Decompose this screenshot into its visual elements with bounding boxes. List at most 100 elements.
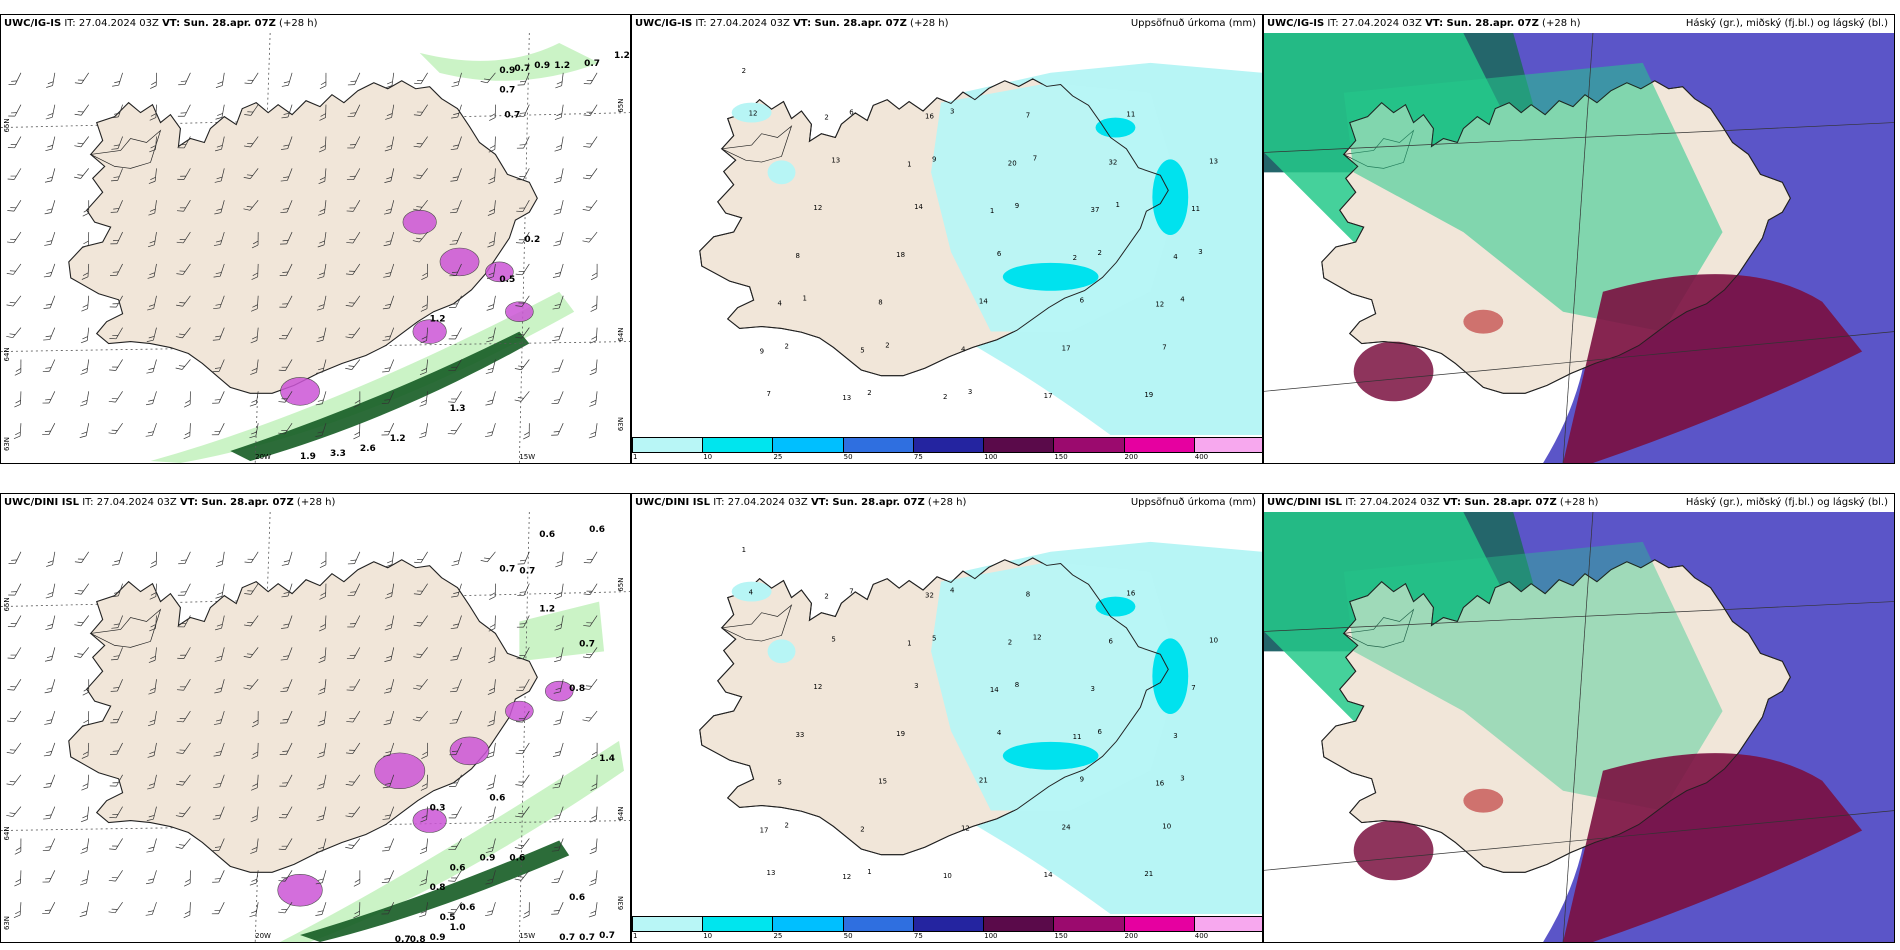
precip-value-label: 17	[1044, 392, 1053, 400]
precip-value-label: 17	[760, 826, 769, 834]
wind-value-label: 1.2	[614, 51, 630, 61]
colorbar-swatch	[772, 437, 844, 453]
colorbar-swatch	[1053, 437, 1125, 453]
precip-value-label: 2	[860, 825, 864, 833]
precip-value-label: 4	[1173, 253, 1178, 261]
wind-value-label: 0.7	[579, 933, 595, 942]
precip-value-label: 5	[778, 779, 782, 787]
precip-value-label: 37	[1091, 206, 1100, 214]
wind-value-label: 0.6	[539, 530, 555, 540]
precip-value-label: 3	[1180, 775, 1184, 783]
precip-value-label: 2	[785, 342, 789, 350]
precip-value-label: 2	[943, 393, 947, 401]
panel-header: UWC/DINI ISL IT: 27.04.2024 03Z VT: Sun.…	[632, 494, 1262, 512]
precip-value-label: 1	[907, 639, 911, 647]
precip-value-label: 3	[968, 388, 972, 396]
colorbar-swatch	[772, 916, 844, 932]
precip-value-label: 14	[979, 298, 988, 306]
wind-map[interactable]: 65N 65N 64N 64N 63N 63N 20W 15W 0.9 0.7 0.9 1.2 0.7 1…	[1, 33, 630, 463]
wind-value-label: 1.2	[554, 61, 570, 71]
wind-value-label: 1.9	[300, 452, 316, 462]
wind-value-label: 0.7	[579, 639, 595, 649]
precip-value-label: 11	[1191, 205, 1200, 213]
precip-value-label: 4	[997, 729, 1002, 737]
lon-label: 20W	[255, 932, 271, 940]
precip-value-label: 13	[1209, 157, 1218, 165]
precip-value-label: 13	[831, 156, 840, 164]
precip-value-label: 3	[914, 682, 918, 690]
wind-value-label: 0.6	[589, 525, 605, 535]
wind-value-label: 0.7	[499, 565, 515, 575]
precip-value-label: 5	[831, 635, 835, 643]
lat-label: 64N	[3, 347, 11, 361]
wind-value-label: 0.6	[489, 794, 505, 804]
precip-value-label: 11	[1073, 733, 1082, 741]
wind-value-label: 1.4	[599, 754, 615, 764]
wind-value-label: 0.9	[479, 853, 495, 863]
precip-value-label: 2	[785, 821, 789, 829]
wind-value-label: 1.3	[450, 404, 466, 414]
wind-map[interactable]: 65N 65N 64N 64N 63N 63N 20W 15W 0.6 0.6 0.7 0.7 1.2 0…	[1, 512, 630, 942]
panel-cloud-top: UWC/IG-IS IT: 27.04.2024 03Z VT: Sun. 28…	[1263, 14, 1895, 464]
wind-value-label: 0.3	[430, 804, 446, 814]
precip-value-label: 4	[778, 300, 783, 308]
precip-value-label: 4	[961, 345, 966, 353]
colorbar-swatch	[1193, 916, 1262, 932]
colorbar-swatch	[983, 437, 1055, 453]
colorbar-swatch	[983, 916, 1055, 932]
lat-label: 65N	[617, 578, 625, 592]
precip-value-label: 7	[1162, 343, 1166, 351]
colorbar-label: 50	[843, 932, 853, 940]
wind-value-label: 0.9	[534, 61, 550, 71]
cloud-map[interactable]	[1264, 33, 1894, 463]
precip-value-label: 14	[1044, 871, 1053, 879]
wind-value-label: 0.8	[569, 684, 585, 694]
precip-map[interactable]: 1 2 1 14 11 16 17 12 32 2 3 3 5 2 10 8 6 7 33 15 12 14 16 10 12 1…	[632, 512, 1262, 914]
colorbar-label: 200	[1124, 453, 1138, 461]
wind-value-label: 1.2	[430, 315, 446, 325]
precip-value-label: 6	[1080, 297, 1084, 305]
precip-value-label: 12	[961, 824, 970, 832]
precip-value-label: 2	[1073, 254, 1077, 262]
colorbar-label: 150	[1054, 453, 1068, 461]
colorbar-swatch	[1053, 916, 1125, 932]
wind-value-label: 0.7	[519, 567, 535, 577]
precip-value-label: 2	[885, 341, 889, 349]
precip-value-label: 12	[749, 110, 758, 118]
precip-value-label: 3	[1173, 732, 1177, 740]
precip-value-label: 16	[925, 113, 934, 121]
colorbar-swatch	[702, 916, 774, 932]
precip-value-label: 3	[950, 108, 954, 116]
precip-value-label: 6	[849, 109, 853, 117]
precip-value-label: 11	[1126, 111, 1135, 119]
wind-value-label: 3.3	[330, 449, 346, 459]
panel-header: UWC/IG-IS IT: 27.04.2024 03Z VT: Sun. 28…	[1, 15, 630, 33]
precip-value-label: 19	[896, 730, 905, 738]
wind-value-label: 0.7	[499, 86, 515, 96]
precip-map[interactable]: 2 2 1 1 2 12 9 13 16 20 37 4 4 5 2 7 32 11 8 8 4 17 11 13 12 18 14…	[632, 33, 1262, 435]
lat-label: 64N	[3, 826, 11, 840]
precip-value-label: 12	[813, 683, 822, 691]
panel-wind-bottom: UWC/DINI ISL IT: 27.04.2024 03Z VT: Sun.…	[0, 493, 631, 943]
precip-value-label: 2	[742, 67, 746, 75]
precip-value-label: 12	[1033, 633, 1042, 641]
precip-value-label: 1	[907, 160, 911, 168]
colorbar-swatch	[1123, 437, 1195, 453]
cloud-map[interactable]	[1264, 512, 1894, 942]
colorbar: 1 10 25 50 75 100 150 200 400	[632, 914, 1262, 942]
lat-label: 63N	[617, 896, 625, 910]
lat-label: 64N	[617, 806, 625, 820]
precip-value-label: 32	[925, 592, 934, 600]
precip-value-label: 24	[1062, 823, 1071, 831]
wind-value-label: 0.6	[460, 903, 476, 913]
wind-value-label: 2.6	[360, 444, 376, 454]
wind-value-label: 0.6	[450, 863, 466, 873]
wind-value-label: 0.7	[395, 935, 411, 942]
precip-value-label: 7	[1026, 112, 1030, 120]
precip-value-label: 2	[1098, 249, 1102, 257]
lat-label: 65N	[617, 99, 625, 113]
lat-label: 65N	[3, 597, 11, 611]
colorbar-label: 10	[703, 453, 713, 461]
lat-label: 64N	[617, 327, 625, 341]
precip-value-label: 4	[950, 587, 955, 595]
